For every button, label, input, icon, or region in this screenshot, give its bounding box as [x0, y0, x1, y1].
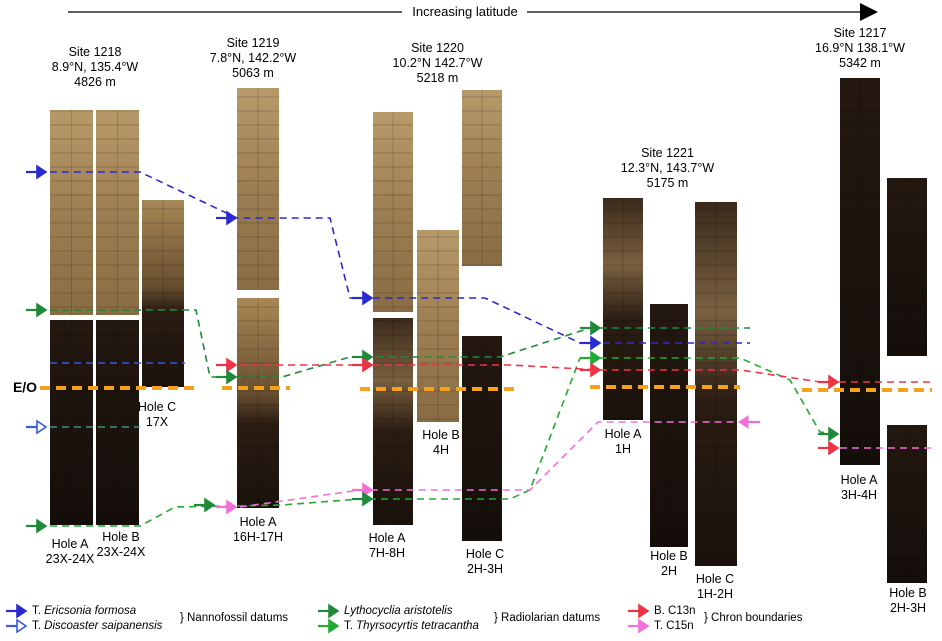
ericsonia-arrow-icon: [226, 210, 238, 226]
legend-lythocyclia-arrow-icon: [328, 603, 340, 619]
legend-thyrsocyrtis-arrow-icon: [328, 618, 340, 634]
c13n-arrow-icon: [362, 357, 374, 373]
hole-label-1218b: Hole B 23X-24X: [96, 530, 146, 559]
core-section-texture: [373, 112, 413, 312]
lythocyclia-datum-line: [50, 309, 750, 378]
site-label-1219: Site 1219 7.8°N, 142.2°W 5063 m: [209, 36, 297, 80]
hole-label-1221a: Hole A 1H: [604, 427, 642, 456]
c15n-reverse-arrow-icon: [738, 415, 749, 429]
legend-lythocyclia: Lythocyclia aristotelis: [344, 605, 453, 617]
legend-c15n: T. C15n: [654, 620, 694, 632]
datum-arrows: [26, 164, 840, 534]
thyrsocyrtis-arrow-icon: [590, 350, 602, 366]
core-section-texture: [887, 425, 927, 583]
legend-chron-group: } Chron boundaries: [704, 612, 803, 624]
c15n-datum-line: [239, 421, 740, 508]
core-section-texture: [840, 78, 880, 465]
core-section-texture: [237, 88, 279, 290]
hole-label-1220c: Hole C 2H-3H: [465, 547, 505, 576]
core-section-texture: [603, 198, 643, 420]
thyrsocyrtis-arrow-icon: [362, 491, 374, 507]
legend-ericsonia-arrow-icon: [16, 603, 28, 619]
ericsonia-arrow-icon: [590, 335, 602, 351]
core-section-texture: [887, 178, 927, 356]
hole-label-1220a: Hole A 7H-8H: [368, 531, 406, 560]
ericsonia-arrow-icon: [36, 164, 48, 180]
lythocyclia-arrow-icon: [36, 302, 48, 318]
site-label-1221: Site 1221 12.3°N, 143.7°W 5175 m: [620, 146, 715, 190]
site-label-1218: Site 1218 8.9°N, 135.4°W 4826 m: [51, 45, 139, 89]
core-section-texture: [462, 90, 502, 266]
legend-c13n: B. C13n: [654, 605, 696, 617]
hole-label-1221b: Hole B 2H: [650, 549, 688, 578]
core-section-texture: [50, 110, 93, 315]
site-label-1220: Site 1220 10.2°N 142.7°W 5218 m: [392, 41, 483, 85]
hole-label-1218c: Hole C 17X: [137, 400, 177, 429]
core-section-texture: [373, 318, 413, 525]
thyrsocyrtis-arrow-icon: [204, 497, 216, 513]
core-section-texture: [50, 320, 93, 525]
legend-discoaster-arrow-icon: [16, 618, 28, 634]
legend-c15n-arrow-icon: [638, 618, 650, 634]
c15n-arrow-icon: [226, 499, 238, 515]
legend-discoaster: T. Discoaster saipanensis: [32, 620, 163, 632]
c15n-arrow-icon: [828, 440, 840, 456]
core-section-texture: [96, 110, 139, 315]
core-section-texture: [237, 298, 279, 508]
thyrsocyrtis-datum-line: [50, 357, 841, 527]
core-section-texture: [695, 202, 737, 566]
eo-boundary-label: E/O: [12, 379, 38, 395]
lythocyclia-arrow-icon: [226, 369, 238, 385]
thyrsocyrtis-arrow-icon: [828, 426, 840, 442]
hole-label-1221c: Hole C 1H-2H: [695, 572, 735, 601]
legend-ericsonia: T. Ericsonia formosa: [32, 605, 137, 617]
hole-label-1219a: Hole A 16H-17H: [232, 515, 284, 544]
thyrsocyrtis-arrow-icon: [36, 518, 48, 534]
latitude-axis-label: Increasing latitude: [412, 4, 518, 19]
legend-c13n-arrow-icon: [638, 603, 650, 619]
legend-radiolarian-group: } Radiolarian datums: [494, 612, 601, 624]
hole-label-1220b: Hole B 4H: [422, 428, 460, 457]
lythocyclia-arrow-icon: [590, 320, 602, 336]
ericsonia-arrow-icon: [362, 290, 374, 306]
c13n-arrow-icon: [828, 374, 840, 390]
c13n-arrow-icon: [226, 357, 238, 373]
legend-arrows: [6, 603, 650, 634]
hole-label-1217b: Hole B 2H-3H: [889, 586, 927, 615]
site-label-1217: Site 1217 16.9°N 138.1°W 5342 m: [815, 26, 905, 70]
discoaster-arrow-icon: [36, 419, 48, 435]
legend-nannofossil-group: } Nannofossil datums: [180, 612, 289, 624]
core-section-texture: [96, 320, 139, 525]
c15n-arrow-icon: [362, 482, 374, 498]
core-section-texture: [142, 200, 184, 387]
c13n-arrow-icon: [590, 362, 602, 378]
latitude-arrowhead-icon: [860, 3, 878, 21]
core-photos: [50, 78, 927, 583]
hole-label-1218a: Hole A 23X-24X: [45, 537, 95, 566]
hole-label-1217a: Hole A 3H-4H: [840, 473, 878, 502]
core-section-texture: [650, 304, 688, 547]
legend-thyrsocyrtis: T. Thyrsocyrtis tetracantha: [344, 620, 479, 632]
core-section-texture: [462, 336, 502, 541]
